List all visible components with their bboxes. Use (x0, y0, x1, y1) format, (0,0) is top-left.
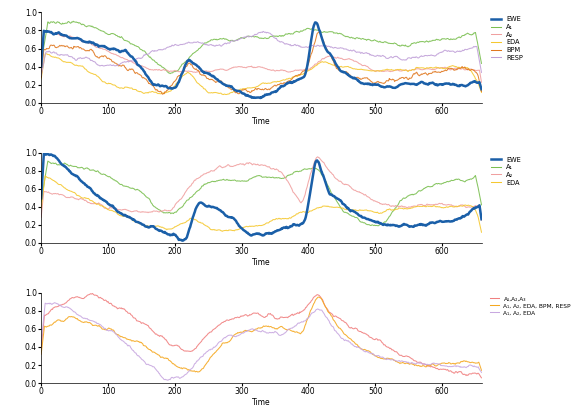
X-axis label: Time: Time (252, 398, 271, 407)
Legend: EWE, A₁, A₂, EDA, BPM, RESP: EWE, A₁, A₂, EDA, BPM, RESP (490, 16, 523, 61)
X-axis label: Time: Time (252, 258, 271, 267)
X-axis label: Time: Time (252, 117, 271, 126)
Legend: A₁,A₂,A₃, A₁, A₂, EDA, BPM, RESP, A₁, A₂, EDA: A₁,A₂,A₃, A₁, A₂, EDA, BPM, RESP, A₁, A₂… (489, 296, 572, 316)
Legend: EWE, A₁, A₂, EDA: EWE, A₁, A₂, EDA (490, 156, 522, 186)
